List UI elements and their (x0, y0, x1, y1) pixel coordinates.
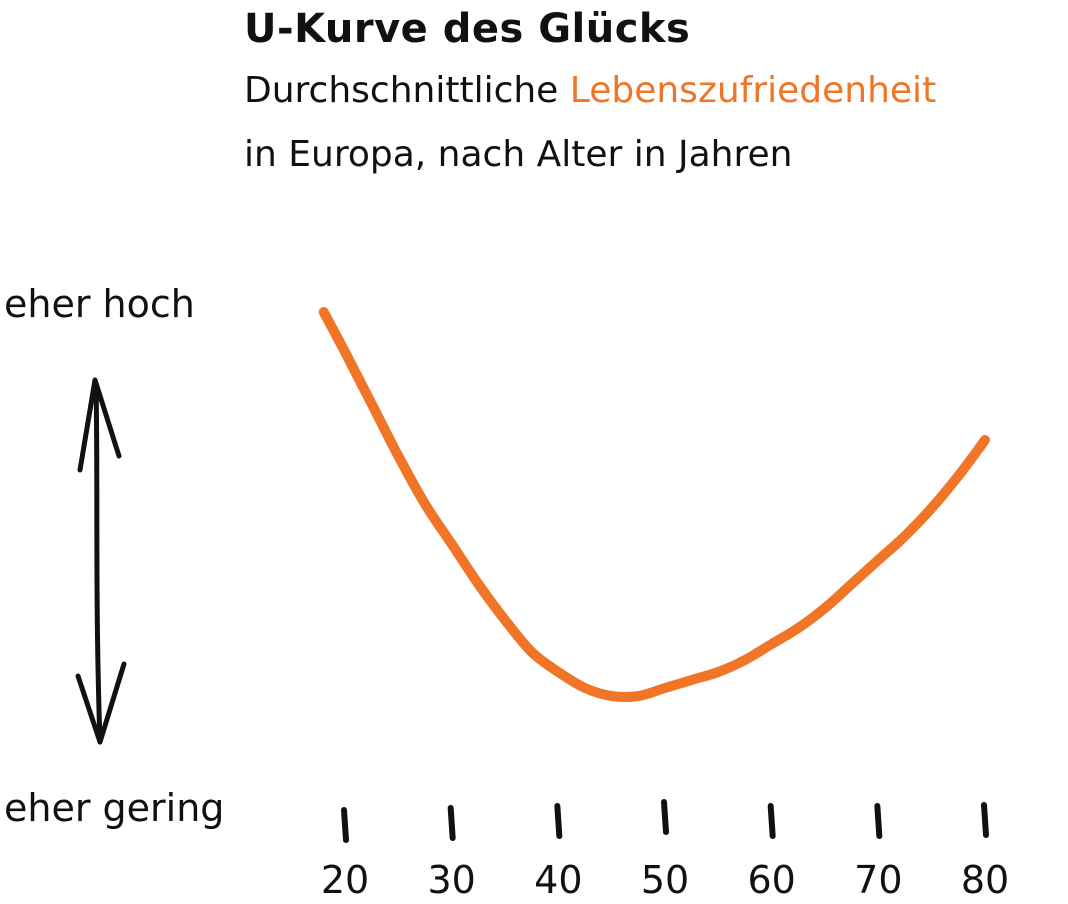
chart-title: U-Kurve des Glücks (244, 6, 691, 52)
series-line-0 (318, 307, 990, 702)
x-tick-80 (981, 802, 989, 838)
x-tick-50 (661, 799, 669, 835)
chart-subtitle-line2: in Europa, nach Alter in Jahren (244, 134, 793, 175)
subtitle-text: Durchschnittliche (244, 70, 559, 111)
x-tick-30 (447, 805, 456, 841)
y-axis-low-label: eher gering (4, 786, 225, 830)
chart-subtitle-line1: Durchschnittliche Lebenszufriedenheit (244, 70, 936, 111)
x-tick-label-30: 30 (427, 858, 475, 902)
x-axis-tick-labels: 20 30 40 50 60 70 80 (321, 858, 1009, 902)
y-axis-arrow-shaft (93, 381, 103, 745)
subtitle-highlight: Lebenszufriedenheit (569, 70, 937, 111)
x-tick-40 (554, 803, 563, 839)
y-axis-arrow-head-down (75, 661, 127, 745)
x-tick-label-20: 20 (321, 858, 369, 902)
x-tick-label-70: 70 (854, 858, 902, 902)
x-tick-70 (874, 803, 883, 839)
series-group (318, 307, 990, 702)
y-axis-high-label: eher hoch (4, 282, 195, 326)
y-axis-arrow-head-up (77, 377, 122, 473)
x-tick-60 (767, 803, 776, 839)
x-tick-label-60: 60 (747, 858, 795, 902)
x-tick-label-40: 40 (534, 858, 582, 902)
x-tick-label-50: 50 (641, 858, 689, 902)
x-tick-label-80: 80 (961, 858, 1009, 902)
x-tick-20 (341, 807, 349, 843)
x-axis-ticks (341, 799, 989, 843)
y-axis-arrow (75, 377, 127, 745)
